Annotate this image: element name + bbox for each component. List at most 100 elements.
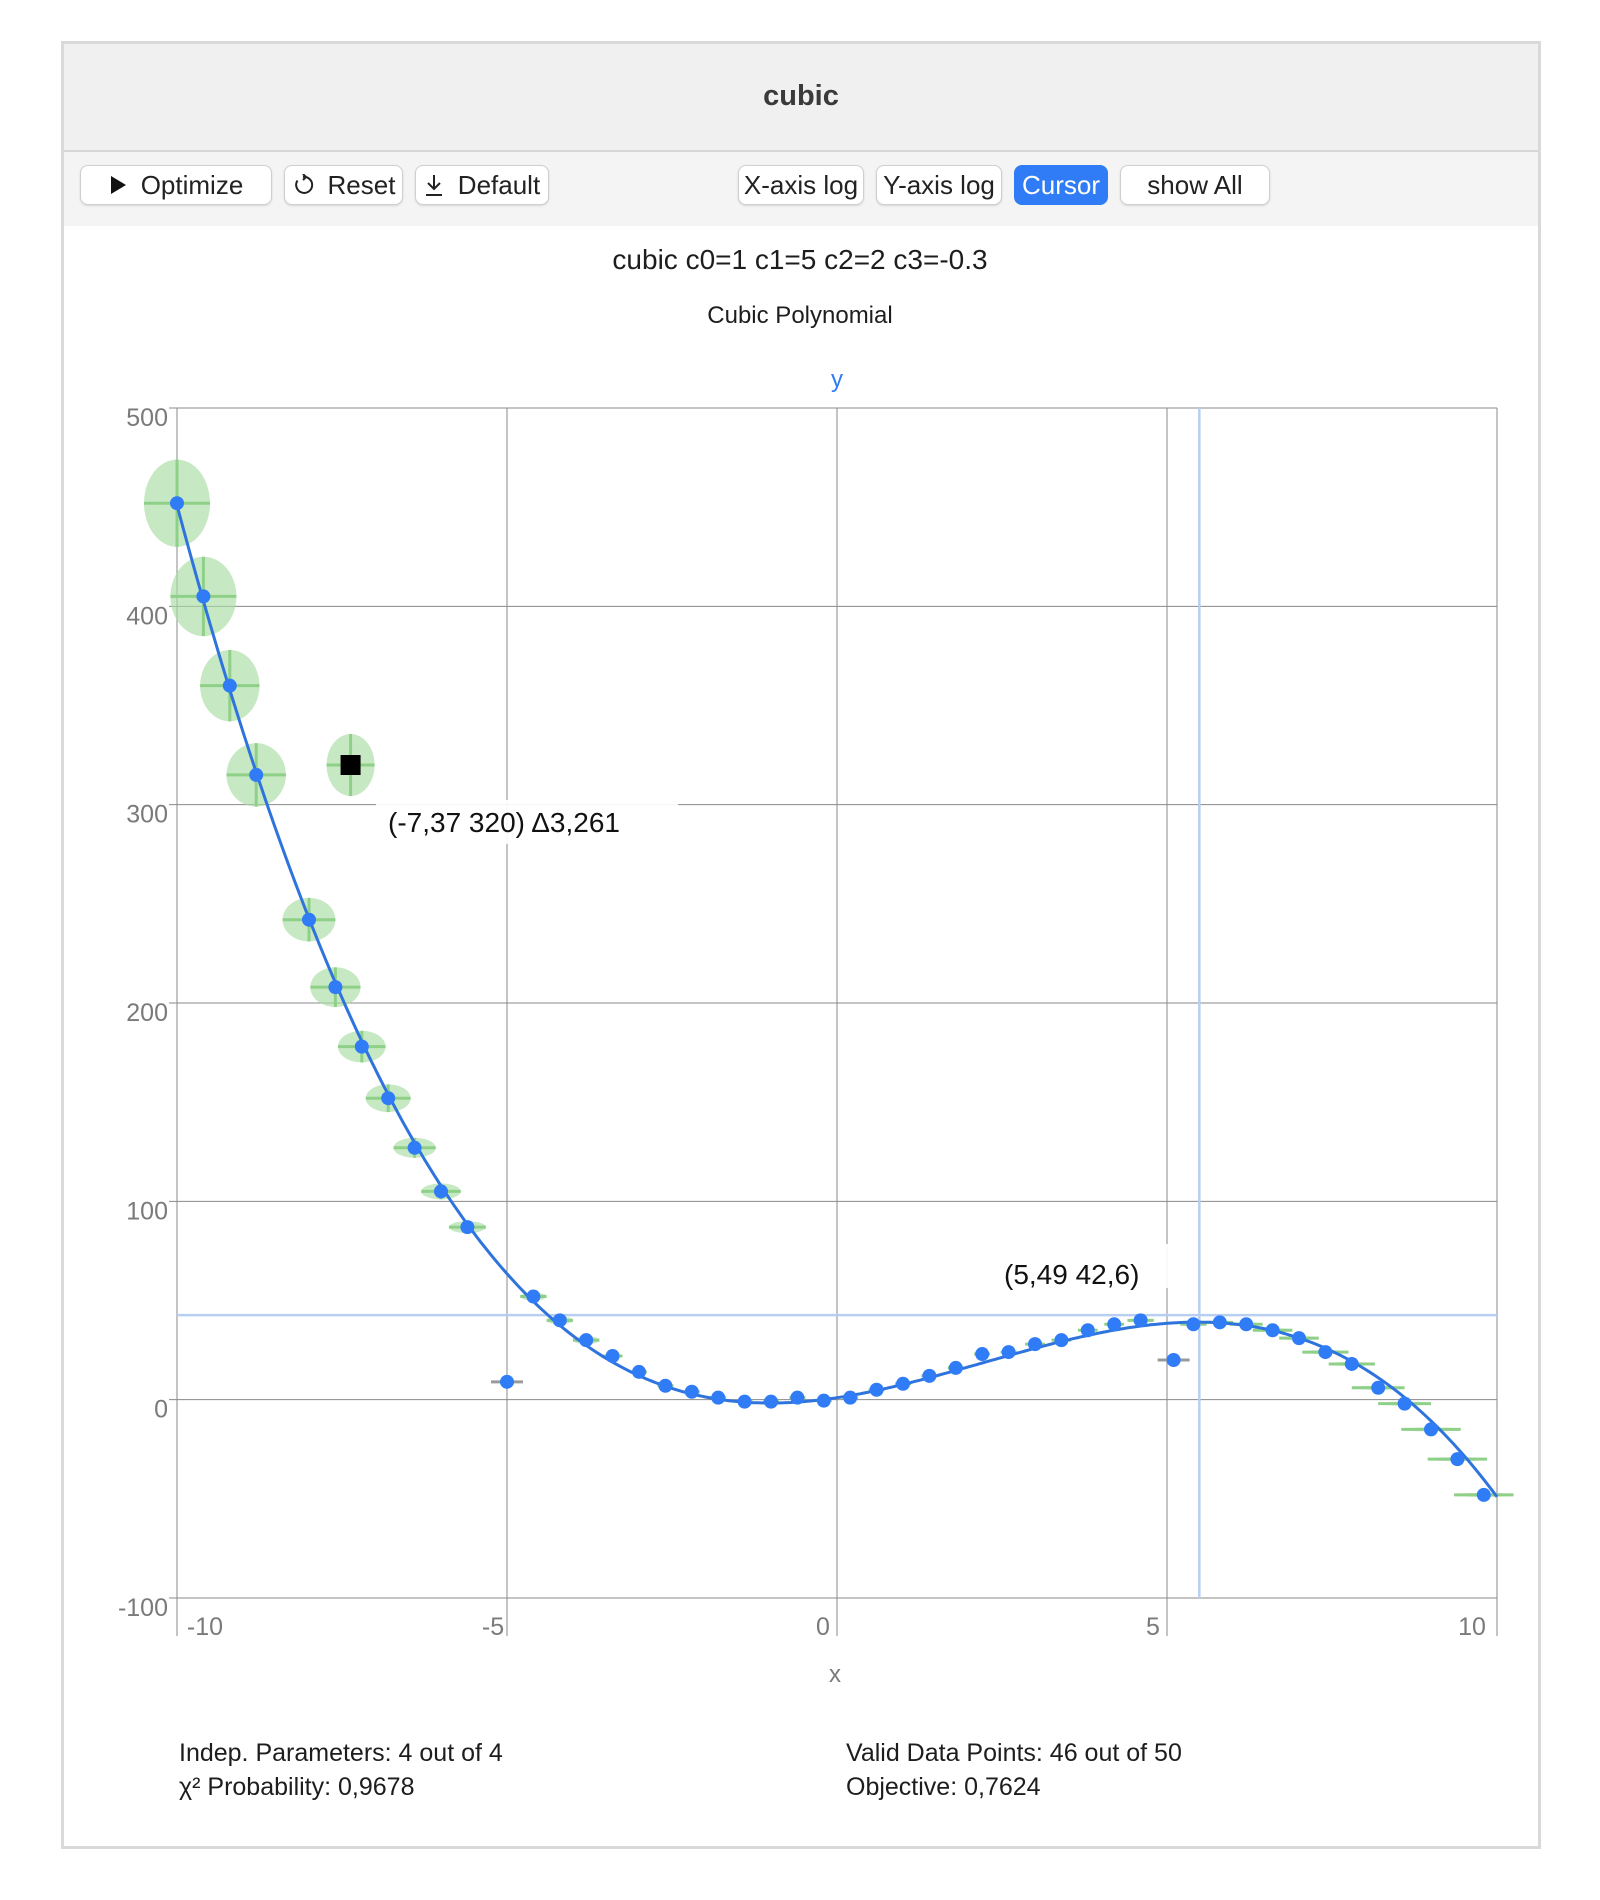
data-point[interactable]: [1344, 1356, 1359, 1371]
y-tick-label: 500: [126, 404, 168, 432]
y-axis-log-button[interactable]: Y-axis log: [876, 165, 1002, 205]
data-point[interactable]: [1212, 1315, 1227, 1330]
x-tick-label: -5: [482, 1613, 504, 1641]
reset-button[interactable]: Reset: [284, 165, 403, 205]
data-point[interactable]: [354, 1039, 369, 1054]
data-point[interactable]: [1397, 1396, 1412, 1411]
data-point[interactable]: [1424, 1422, 1438, 1437]
data-point[interactable]: [1292, 1331, 1306, 1346]
data-point[interactable]: [1080, 1323, 1095, 1338]
data-point[interactable]: [1054, 1333, 1069, 1348]
indep-parameters: Indep. Parameters: 4 out of 4: [179, 1739, 503, 1767]
x-tick-label: 10: [1458, 1613, 1486, 1641]
data-point[interactable]: [632, 1364, 646, 1379]
data-point[interactable]: [434, 1184, 448, 1199]
data-point[interactable]: [1265, 1323, 1280, 1338]
y-tick-label: -100: [118, 1594, 168, 1622]
data-point[interactable]: [869, 1382, 884, 1397]
stats-left: Indep. Parameters: 4 out of 4 χ² Probabi…: [179, 1736, 503, 1804]
data-point[interactable]: [975, 1347, 990, 1362]
data-points[interactable]: [170, 496, 1491, 1502]
selected-readout: (-7,37 320) Δ3,261: [388, 807, 620, 838]
data-point[interactable]: [1318, 1345, 1333, 1360]
data-point[interactable]: [222, 678, 237, 693]
show-all-label: show All: [1147, 169, 1243, 200]
cursor-label: Cursor: [1021, 169, 1100, 200]
excluded-data-point[interactable]: [500, 1374, 514, 1389]
data-point[interactable]: [1107, 1317, 1122, 1332]
data-point[interactable]: [249, 767, 264, 782]
x-axis-log-button[interactable]: X-axis log: [738, 165, 864, 205]
readouts: (-7,37 320) Δ3,261 (5,49 42,6): [376, 800, 1174, 1290]
data-point[interactable]: [711, 1390, 726, 1405]
toolbar: Optimize Reset Default X-axis log Y-axis…: [64, 152, 1538, 226]
data-point[interactable]: [1133, 1313, 1148, 1328]
y-axis-log-label: Y-axis log: [883, 169, 995, 200]
cursor-readout: (5,49 42,6): [1004, 1259, 1139, 1290]
data-point[interactable]: [407, 1140, 422, 1155]
download-icon: [424, 173, 444, 197]
data-point[interactable]: [1476, 1487, 1491, 1502]
data-point[interactable]: [605, 1349, 620, 1364]
default-label: Default: [457, 169, 541, 200]
play-icon: [109, 175, 127, 195]
data-point[interactable]: [764, 1394, 778, 1409]
x-tick-label: 5: [1146, 1613, 1160, 1641]
data-point[interactable]: [381, 1091, 396, 1106]
data-point[interactable]: [790, 1390, 805, 1405]
data-point[interactable]: [948, 1360, 963, 1375]
optimize-button[interactable]: Optimize: [80, 165, 272, 205]
data-point[interactable]: [526, 1289, 541, 1304]
x-axis-label: x: [829, 1661, 841, 1688]
data-point[interactable]: [1239, 1317, 1254, 1332]
data-point[interactable]: [737, 1394, 752, 1409]
data-point[interactable]: [460, 1220, 475, 1235]
cursor-button[interactable]: Cursor: [1014, 165, 1108, 205]
data-point[interactable]: [843, 1390, 858, 1405]
data-point[interactable]: [1371, 1380, 1386, 1395]
selected-readout-background: [376, 800, 678, 844]
objective: Objective: 0,7624: [846, 1773, 1041, 1801]
cursor-readout-background: [996, 1244, 1174, 1288]
stats-right: Valid Data Points: 46 out of 50 Objectiv…: [846, 1736, 1182, 1804]
data-point[interactable]: [896, 1376, 910, 1391]
data-point[interactable]: [1028, 1337, 1042, 1352]
data-point[interactable]: [579, 1333, 594, 1348]
y-axis-label: y: [831, 366, 843, 393]
data-point[interactable]: [658, 1378, 673, 1393]
data-point[interactable]: [684, 1384, 699, 1399]
grid: [169, 407, 1498, 1636]
y-tick-label: 0: [154, 1396, 168, 1424]
y-tick-label: 200: [126, 999, 168, 1027]
optimize-label: Optimize: [140, 169, 244, 200]
x-tick-label: 0: [816, 1613, 830, 1641]
y-tick-label: 300: [126, 801, 168, 829]
data-point[interactable]: [196, 589, 211, 604]
data-point[interactable]: [170, 496, 184, 511]
excluded-data-point[interactable]: [1166, 1353, 1181, 1367]
title-bar: cubic: [64, 44, 1538, 152]
y-tick-label: 400: [126, 602, 168, 630]
chart-title: cubic c0=1 c1=5 c2=2 c3=-0.3: [612, 244, 988, 275]
data-point[interactable]: [302, 912, 316, 927]
selected-data-point[interactable]: [340, 755, 361, 775]
data-point[interactable]: [816, 1393, 831, 1408]
chi2-probability: χ² Probability: 0,9678: [179, 1773, 415, 1801]
reset-icon: [292, 174, 314, 196]
show-all-button[interactable]: show All: [1120, 165, 1270, 205]
data-point[interactable]: [328, 980, 343, 995]
default-button[interactable]: Default: [415, 165, 549, 205]
data-point[interactable]: [1001, 1345, 1016, 1360]
chart-subtitle: Cubic Polynomial: [707, 302, 893, 329]
x-axis-log-label: X-axis log: [743, 169, 859, 200]
axis-labels: -10 -5 0 5 10 -100 0 100 200 300 400 500 x y: [118, 366, 1486, 1688]
data-point[interactable]: [922, 1368, 937, 1383]
y-tick-label: 100: [126, 1197, 168, 1225]
fit-window: cubic Optimize Reset Default X-axis log …: [61, 41, 1541, 1849]
data-point[interactable]: [552, 1313, 567, 1328]
cursor-crosshair[interactable]: [177, 408, 1497, 1598]
reset-label: Reset: [327, 169, 396, 200]
data-point[interactable]: [1186, 1317, 1201, 1332]
data-point[interactable]: [1450, 1452, 1465, 1467]
